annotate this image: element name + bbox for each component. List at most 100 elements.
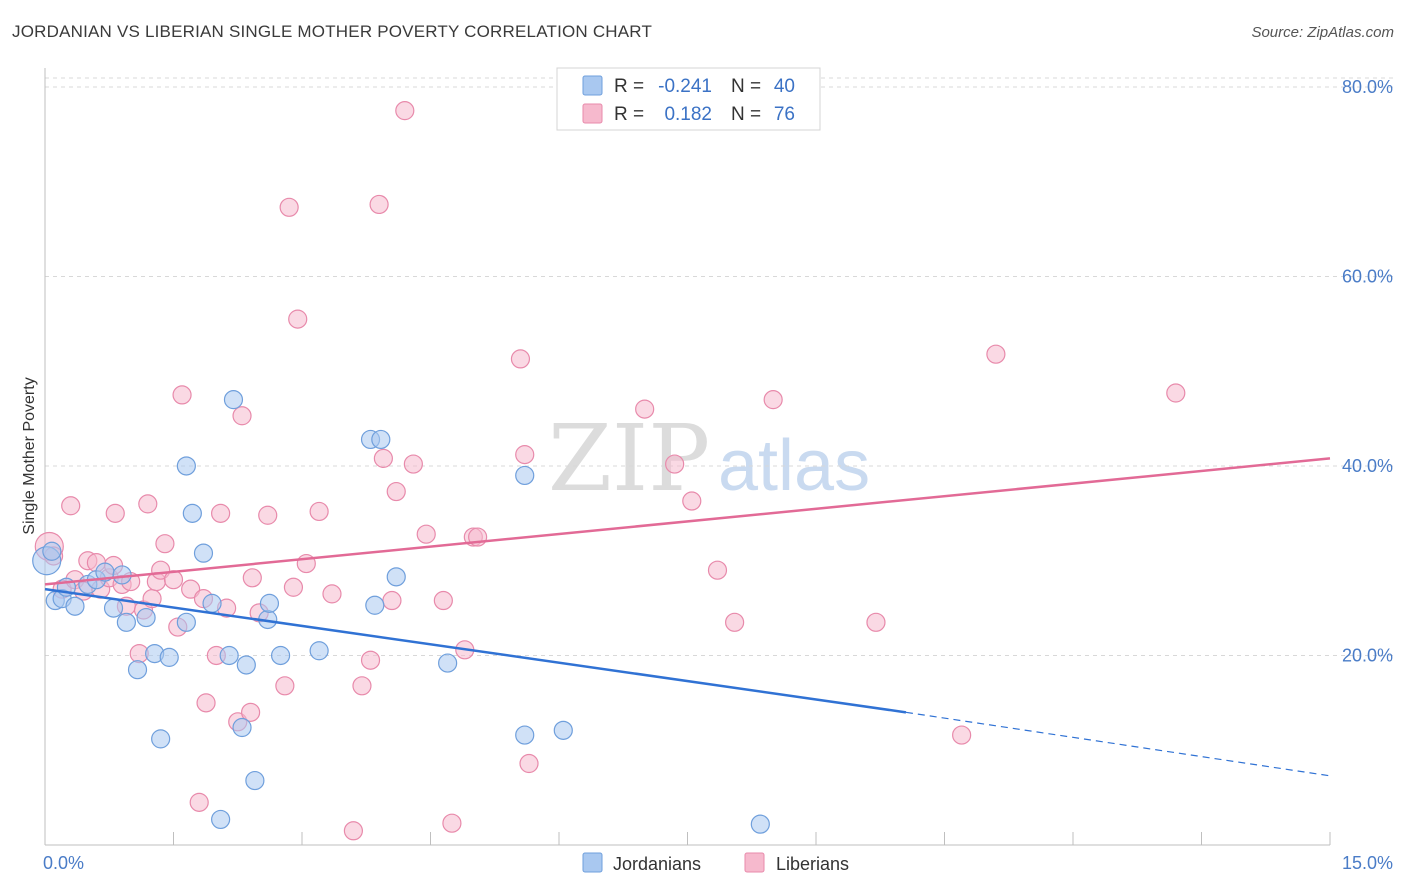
y-tick-label-60: 60.0% [1342, 266, 1393, 286]
jordanian-point [176, 456, 196, 476]
jordanian-point [750, 814, 770, 834]
bottom-legend-label-jordanians: Jordanians [613, 854, 701, 874]
x-tick-marks [173, 832, 1331, 845]
liberian-point [416, 524, 436, 544]
jordanian-point [553, 720, 573, 740]
legend-n-label-liberian: N = [731, 104, 761, 125]
liberian-point [343, 821, 363, 841]
liberian-point [155, 534, 175, 554]
chart-title: JORDANIAN VS LIBERIAN SINGLE MOTHER POVE… [12, 22, 653, 41]
jordanian-trend-line-extension [905, 711, 1331, 777]
liberian-point [373, 448, 393, 468]
x-tick-label-max: 15.0% [1342, 853, 1393, 873]
liberian-point [866, 612, 886, 632]
liberian-point [515, 445, 535, 465]
jordanian-point [245, 770, 265, 791]
liberian-point [725, 612, 745, 632]
jordanian-point [219, 645, 239, 666]
liberian-point [1166, 383, 1186, 403]
liberian-point [138, 494, 158, 514]
legend-r-label-jordanian: R = [614, 76, 644, 97]
liberian-point [105, 503, 125, 523]
jordanian-points [32, 390, 770, 834]
jordanian-point [136, 607, 156, 628]
liberian-point [288, 309, 308, 329]
jordanian-point [159, 647, 179, 667]
liberian-point [279, 197, 299, 217]
jordanian-point [270, 645, 291, 666]
liberian-point [258, 505, 278, 525]
source-label: Source: ZipAtlas.com [1251, 24, 1394, 41]
liberian-point [283, 577, 304, 597]
liberian-point [196, 693, 216, 713]
liberian-point [309, 501, 329, 522]
liberian-point [232, 406, 252, 426]
legend-n-value-liberian: 76 [774, 104, 795, 125]
liberian-point [635, 399, 655, 419]
liberian-point [382, 590, 402, 611]
liberian-point [682, 491, 702, 511]
y-axis-label: Single Mother Poverty [21, 377, 38, 534]
x-tick-label-min: 0.0% [43, 853, 84, 873]
jordanian-point [65, 596, 85, 616]
liberian-point [510, 349, 531, 369]
bottom-legend-swatch-liberians [744, 852, 765, 873]
liberian-point [707, 560, 728, 580]
y-tick-label-20: 20.0% [1342, 645, 1393, 665]
jordanian-point [127, 660, 148, 680]
jordanian-point [386, 567, 406, 587]
jordanian-point [116, 612, 136, 632]
jordanian-point [232, 717, 252, 738]
liberian-point [519, 753, 539, 774]
liberian-point [395, 101, 415, 121]
liberian-point [211, 503, 231, 523]
bottom-legend-label-liberians: Liberians [776, 854, 849, 874]
liberian-point [442, 813, 462, 833]
liberian-point [386, 481, 406, 502]
y-tick-labels: 20.0% 40.0% 60.0% 80.0% [1342, 77, 1393, 666]
jordanian-point [259, 593, 280, 613]
jordanian-point [42, 541, 62, 561]
jordanian-point [438, 653, 458, 673]
legend-r-value-liberian: 0.182 [664, 104, 712, 125]
correlation-legend: R = -0.241 N = 40 R = 0.182 N = 76 [556, 67, 821, 131]
jordanian-point [236, 655, 256, 675]
jordanian-point [515, 725, 535, 745]
legend-swatch-liberian [582, 103, 603, 124]
legend-n-value-jordanian: 40 [774, 76, 795, 97]
y-tick-label-80: 80.0% [1342, 77, 1393, 97]
jordanian-point [103, 598, 124, 618]
liberian-point [189, 792, 209, 812]
liberian-trend-line [44, 457, 1331, 586]
liberian-point [242, 568, 262, 588]
y-tick-label-40: 40.0% [1342, 456, 1393, 476]
jordanian-point [515, 465, 535, 486]
liberian-point [952, 725, 972, 745]
liberian-point [181, 579, 201, 599]
jordanian-point [112, 565, 132, 585]
liberian-point [369, 194, 389, 215]
jordanian-point [176, 612, 196, 632]
liberian-point [763, 390, 783, 410]
jordanian-point [223, 390, 244, 410]
legend-r-value-jordanian: -0.241 [658, 76, 712, 97]
bottom-legend-swatch-jordanians [582, 852, 603, 873]
liberian-point [665, 454, 685, 474]
liberian-point [241, 702, 261, 722]
jordanian-point [151, 729, 171, 749]
legend-swatch-jordanian [582, 75, 603, 96]
liberian-point [403, 454, 423, 474]
watermark-zip: ZIP [548, 405, 710, 512]
series-legend: Jordanians Liberians [582, 852, 849, 874]
liberian-point [360, 650, 381, 670]
liberian-point [322, 584, 342, 604]
legend-n-label-jordanian: N = [731, 76, 761, 97]
jordanian-point [371, 429, 391, 450]
jordanian-point [211, 809, 231, 830]
jordanian-point [193, 543, 214, 563]
liberian-point [986, 344, 1006, 364]
jordanian-trend-line [44, 587, 907, 714]
liberian-point [352, 676, 372, 696]
jordanian-point [309, 641, 329, 661]
